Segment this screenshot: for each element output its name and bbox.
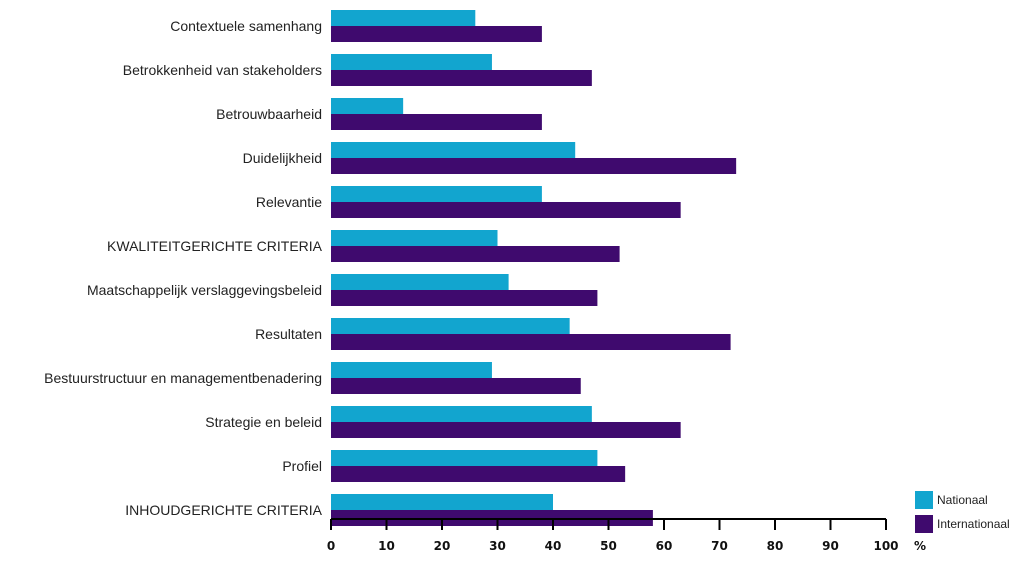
bar-internationaal bbox=[331, 466, 626, 482]
bar-internationaal bbox=[331, 26, 542, 42]
x-tick-label: 30 bbox=[489, 539, 506, 553]
legend-label-nationaal: Nationaal bbox=[937, 493, 988, 507]
x-tick-label: 60 bbox=[656, 539, 673, 553]
x-tick-label: 0 bbox=[327, 539, 335, 553]
category-label: Duidelijkheid bbox=[243, 150, 322, 166]
x-tick-label: 80 bbox=[767, 539, 784, 553]
bar-internationaal bbox=[331, 70, 592, 86]
legend-label-internationaal: Internationaal bbox=[937, 517, 1010, 531]
bar-internationaal bbox=[331, 202, 681, 218]
bar-nationaal bbox=[331, 318, 570, 334]
bar-internationaal bbox=[331, 246, 620, 262]
category-label: Bestuurstructuur en managementbenadering bbox=[44, 370, 322, 386]
bar-nationaal bbox=[331, 54, 492, 70]
category-label: Betrouwbaarheid bbox=[216, 106, 322, 122]
bar-nationaal bbox=[331, 98, 404, 114]
bar-nationaal bbox=[331, 406, 592, 422]
bar-nationaal bbox=[331, 10, 476, 26]
x-tick-label: 70 bbox=[711, 539, 728, 553]
category-label: Strategie en beleid bbox=[205, 414, 322, 430]
bar-internationaal bbox=[331, 422, 681, 438]
x-tick-label: 50 bbox=[600, 539, 617, 553]
bar-nationaal bbox=[331, 450, 598, 466]
x-tick-label: 90 bbox=[822, 539, 839, 553]
category-label: Relevantie bbox=[256, 194, 322, 210]
x-tick-label: 20 bbox=[434, 539, 451, 553]
x-tick-label: 100 bbox=[873, 539, 898, 553]
category-label: Betrokkenheid van stakeholders bbox=[123, 62, 322, 78]
bar-internationaal bbox=[331, 378, 581, 394]
category-label: KWALITEITGERICHTE CRITERIA bbox=[107, 238, 323, 254]
bar-internationaal bbox=[331, 114, 542, 130]
bar-internationaal bbox=[331, 290, 598, 306]
category-label: Contextuele samenhang bbox=[170, 18, 322, 34]
bar-nationaal bbox=[331, 142, 576, 158]
category-label: INHOUDGERICHTE CRITERIA bbox=[125, 502, 322, 518]
legend-swatch-nationaal bbox=[915, 491, 933, 509]
x-tick-label: 40 bbox=[545, 539, 562, 553]
bar-nationaal bbox=[331, 186, 542, 202]
x-axis-unit-label: % bbox=[914, 539, 926, 553]
bar-nationaal bbox=[331, 230, 498, 246]
bar-nationaal bbox=[331, 494, 553, 510]
legend-swatch-internationaal bbox=[915, 515, 933, 533]
bar-nationaal bbox=[331, 274, 509, 290]
bar-internationaal bbox=[331, 158, 737, 174]
category-label: Resultaten bbox=[255, 326, 322, 342]
bar-internationaal bbox=[331, 334, 731, 350]
x-tick-label: 10 bbox=[378, 539, 395, 553]
category-label: Profiel bbox=[282, 458, 322, 474]
bar-nationaal bbox=[331, 362, 492, 378]
category-label: Maatschappelijk verslaggevingsbeleid bbox=[87, 282, 322, 298]
